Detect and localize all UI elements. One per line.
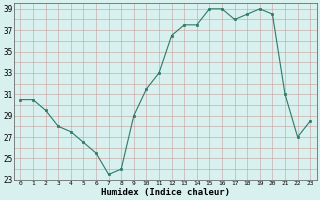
X-axis label: Humidex (Indice chaleur): Humidex (Indice chaleur) xyxy=(101,188,230,197)
